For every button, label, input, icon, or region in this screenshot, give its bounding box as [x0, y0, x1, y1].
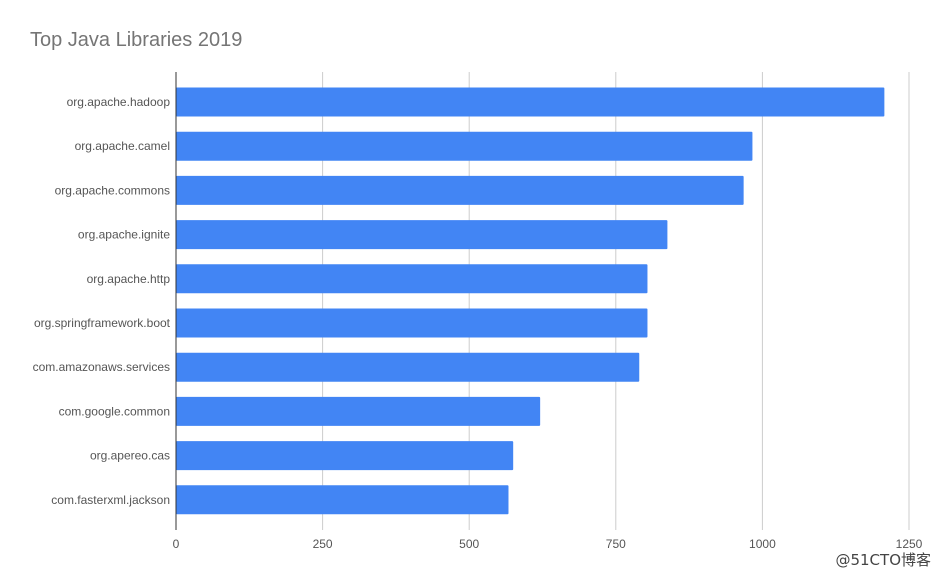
x-tick-label-0: 0: [173, 537, 180, 551]
bar-org.apache.camel: [176, 131, 753, 161]
x-tick-label-250: 250: [313, 537, 333, 551]
bars: [176, 87, 885, 515]
x-tick-labels: 0 250 500 750 1000 1250: [173, 537, 923, 551]
category-label-org.apache.ignite: org.apache.ignite: [78, 228, 170, 242]
category-label-com.amazonaws.services: com.amazonaws.services: [33, 360, 170, 374]
x-tick-label-500: 500: [459, 537, 479, 551]
bar-org.apache.hadoop: [176, 87, 885, 117]
category-label-com.google.common: com.google.common: [59, 404, 170, 418]
category-label-org.apache.hadoop: org.apache.hadoop: [67, 95, 171, 109]
bar-com.amazonaws.services: [176, 352, 640, 382]
category-label-org.apache.camel: org.apache.camel: [75, 139, 170, 153]
category-labels: org.apache.hadoop org.apache.camel org.apa…: [33, 95, 171, 507]
x-tick-label-1250: 1250: [896, 537, 923, 551]
x-tick-label-1000: 1000: [749, 537, 776, 551]
category-label-com.fasterxml.jackson: com.fasterxml.jackson: [51, 493, 170, 507]
bar-org.apache.http: [176, 264, 648, 294]
category-label-org.apache.http: org.apache.http: [87, 272, 171, 286]
category-label-org.apereo.cas: org.apereo.cas: [90, 449, 170, 463]
category-label-org.apache.commons: org.apache.commons: [55, 183, 170, 197]
category-label-org.springframework.boot: org.springframework.boot: [34, 316, 171, 330]
chart-title: Top Java Libraries 2019: [30, 29, 243, 51]
watermark: @51CTO博客: [835, 551, 931, 569]
bar-org.springframework.boot: [176, 308, 648, 338]
bar-org.apache.ignite: [176, 220, 668, 250]
bar-org.apache.commons: [176, 175, 744, 205]
bar-org.apereo.cas: [176, 441, 514, 471]
x-tick-label-750: 750: [606, 537, 626, 551]
bar-com.google.common: [176, 396, 541, 426]
bar-com.fasterxml.jackson: [176, 485, 509, 515]
